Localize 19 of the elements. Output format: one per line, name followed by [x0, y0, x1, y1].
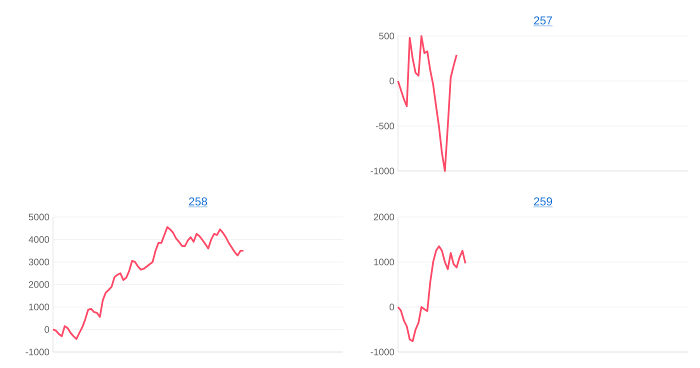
y-tick-label: 1000	[29, 304, 50, 310]
y-tick-label: 0	[390, 304, 394, 310]
line-series	[397, 245, 466, 342]
y-tick-label: -1000	[370, 348, 394, 356]
y-tick-label: 500	[379, 32, 394, 40]
y-tick-label: -500	[376, 122, 394, 130]
y-tick-label: 2000	[28, 281, 50, 288]
y-tick-label: 3000	[28, 258, 50, 266]
y-tick-label: -1000	[370, 168, 394, 174]
y-tick-label: 1000	[374, 258, 394, 266]
chart-title: 259	[534, 197, 552, 206]
y-tick-label: 5000	[28, 214, 50, 220]
y-tick-label: 0	[44, 326, 50, 333]
chart-title: 258	[189, 197, 208, 206]
chart-title: 257	[534, 16, 552, 25]
y-tick-label: 4000	[28, 236, 50, 243]
y-tick-label: 2000	[374, 214, 394, 220]
y-tick-label: 0	[390, 78, 394, 84]
y-tick-label: -1000	[26, 348, 50, 356]
